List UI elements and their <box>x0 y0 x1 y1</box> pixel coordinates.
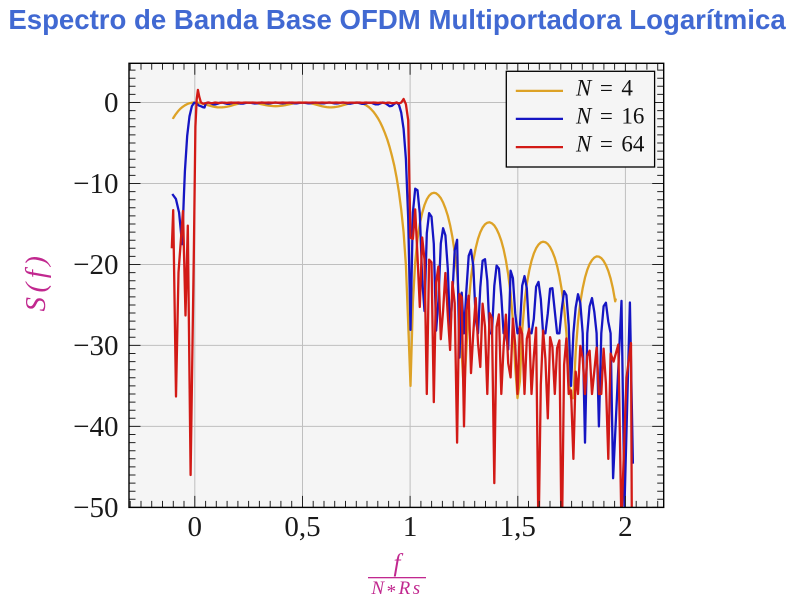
svg-text:S(f): S(f) <box>20 252 52 312</box>
svg-text:−10: −10 <box>73 168 118 200</box>
svg-text:f: f <box>394 550 404 577</box>
svg-text:−50: −50 <box>73 492 118 524</box>
svg-text:−40: −40 <box>73 411 118 443</box>
svg-text:1: 1 <box>403 511 418 543</box>
svg-text:N = 16: N = 16 <box>575 103 644 128</box>
svg-text:−20: −20 <box>73 249 118 281</box>
svg-text:1,5: 1,5 <box>500 511 536 543</box>
svg-text:2: 2 <box>618 511 633 543</box>
svg-text:N = 64: N = 64 <box>575 132 645 157</box>
svg-text:N = 4: N = 4 <box>575 75 633 100</box>
svg-text:N*Rs: N*Rs <box>370 578 422 602</box>
svg-text:Espectro de Banda Base OFDM Mu: Espectro de Banda Base OFDM Multiportado… <box>8 4 786 35</box>
svg-text:0: 0 <box>188 511 203 543</box>
svg-text:0: 0 <box>104 87 119 119</box>
svg-text:−30: −30 <box>73 330 118 362</box>
svg-text:0,5: 0,5 <box>284 511 320 543</box>
